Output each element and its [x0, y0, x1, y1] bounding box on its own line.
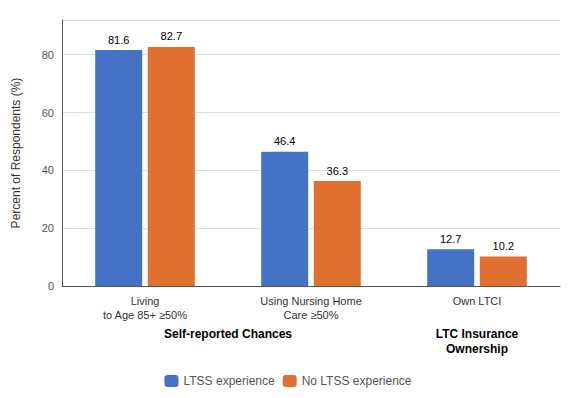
svg-text:No LTSS experience: No LTSS experience — [302, 374, 412, 388]
svg-text:LTC Insurance: LTC Insurance — [436, 327, 519, 341]
svg-text:Self-reported Chances: Self-reported Chances — [164, 327, 292, 341]
svg-text:Living: Living — [131, 295, 160, 307]
svg-text:60: 60 — [42, 107, 54, 119]
svg-text:0: 0 — [48, 280, 54, 292]
svg-text:Using Nursing Home: Using Nursing Home — [260, 295, 361, 307]
svg-text:Care ≥50%: Care ≥50% — [284, 309, 339, 321]
svg-text:to Age 85+ ≥50%: to Age 85+ ≥50% — [103, 309, 187, 321]
svg-text:10.2: 10.2 — [493, 240, 514, 252]
svg-text:Ownership: Ownership — [446, 342, 508, 356]
svg-text:81.6: 81.6 — [108, 34, 129, 46]
svg-text:82.7: 82.7 — [161, 30, 182, 42]
svg-text:20: 20 — [42, 222, 54, 234]
svg-text:46.4: 46.4 — [274, 135, 295, 147]
svg-text:40: 40 — [42, 164, 54, 176]
svg-text:Percent of Respondents (%): Percent of Respondents (%) — [9, 78, 23, 229]
svg-text:36.3: 36.3 — [327, 165, 348, 177]
svg-text:LTSS experience: LTSS experience — [184, 374, 275, 388]
svg-text:Own LTCI: Own LTCI — [453, 295, 502, 307]
svg-text:80: 80 — [42, 49, 54, 61]
svg-text:12.7: 12.7 — [440, 233, 461, 245]
